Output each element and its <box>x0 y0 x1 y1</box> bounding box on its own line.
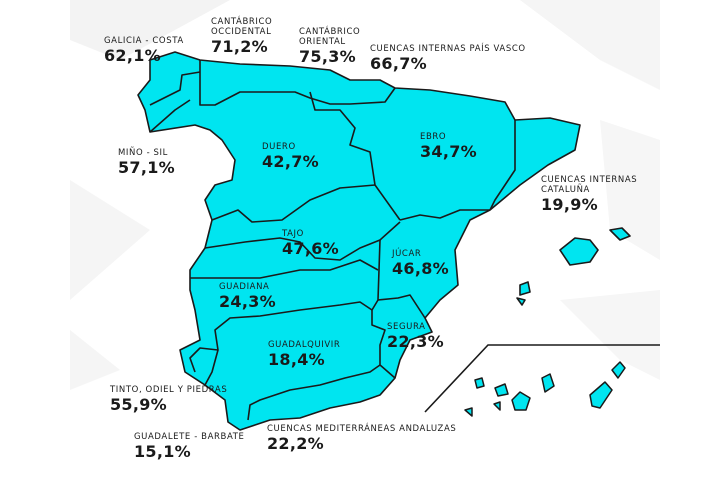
label-jucar: JÚCAR 46,8% <box>392 249 449 277</box>
basin-name: CUENCAS MEDITERRÁNEAS ANDALUZAS <box>267 424 457 434</box>
basin-name: EBRO <box>420 132 447 142</box>
basin-name: GALICIA - COSTA <box>104 36 184 46</box>
label-mino-sil: MIÑO - SIL 57,1% <box>118 148 175 176</box>
basin-value: 62,1% <box>104 46 162 65</box>
label-galicia-costa: GALICIA - COSTA 62,1% <box>104 36 184 64</box>
label-guadalquivir: GUADALQUIVIR 18,4% <box>268 340 340 368</box>
label-cantabrico-occidental: CANTÁBRICO OCCIDENTAL 71,2% <box>211 17 272 55</box>
basin-name: GUADALETE - BARBATE <box>134 432 245 442</box>
basin-name: JÚCAR <box>392 249 422 259</box>
balearic-islands <box>516 227 631 306</box>
basin-value: 19,9% <box>541 195 599 214</box>
basin-name: CUENCAS INTERNAS CATALUÑA <box>541 175 638 195</box>
basin-name: MIÑO - SIL <box>118 148 168 158</box>
canary-islands <box>464 361 626 417</box>
label-guadiana: GUADIANA 24,3% <box>219 282 276 310</box>
basin-value: 46,8% <box>392 259 450 278</box>
canary-inset-frame <box>424 344 660 413</box>
label-cantabrico-oriental: CANTÁBRICO ORIENTAL 75,3% <box>299 27 360 65</box>
basin-value: 22,3% <box>387 332 445 351</box>
basin-name: CUENCAS INTERNAS PAÍS VASCO <box>370 44 526 54</box>
basin-value: 22,2% <box>267 434 325 453</box>
label-tinto-odiel-piedras: TINTO, ODIEL Y PIEDRAS 55,9% <box>110 385 227 413</box>
basin-name: DUERO <box>262 142 296 152</box>
basin-name: CANTÁBRICO OCCIDENTAL <box>211 17 273 37</box>
label-ebro: EBRO 34,7% <box>420 132 477 160</box>
label-cuencas-internas-cataluna: CUENCAS INTERNAS CATALUÑA 19,9% <box>541 175 637 213</box>
basin-name: SEGURA <box>387 322 426 332</box>
mainland-outline <box>137 51 581 431</box>
basin-value: 18,4% <box>268 350 326 369</box>
basin-value: 24,3% <box>219 292 277 311</box>
basin-value: 55,9% <box>110 395 168 414</box>
label-cuencas-mediterraneas-andaluzas: CUENCAS MEDITERRÁNEAS ANDALUZAS 22,2% <box>267 424 456 452</box>
basin-value: 34,7% <box>420 142 478 161</box>
basin-value: 66,7% <box>370 54 428 73</box>
basin-value: 57,1% <box>118 158 176 177</box>
basin-value: 47,6% <box>282 239 340 258</box>
basin-name: GUADALQUIVIR <box>268 340 341 350</box>
basin-value: 71,2% <box>211 37 269 56</box>
label-tajo: TAJO 47,6% <box>282 229 339 257</box>
basin-value: 15,1% <box>134 442 192 461</box>
basin-name: TAJO <box>282 229 304 239</box>
basin-name: CANTÁBRICO ORIENTAL <box>299 27 361 47</box>
basin-value: 75,3% <box>299 47 357 66</box>
basin-name: TINTO, ODIEL Y PIEDRAS <box>110 385 228 395</box>
label-cuencas-internas-pais-vasco: CUENCAS INTERNAS PAÍS VASCO 66,7% <box>370 44 526 72</box>
label-duero: DUERO 42,7% <box>262 142 319 170</box>
label-segura: SEGURA 22,3% <box>387 322 444 350</box>
label-guadalete-barbate: GUADALETE - BARBATE 15,1% <box>134 432 244 460</box>
basin-name: GUADIANA <box>219 282 270 292</box>
basin-value: 42,7% <box>262 152 320 171</box>
